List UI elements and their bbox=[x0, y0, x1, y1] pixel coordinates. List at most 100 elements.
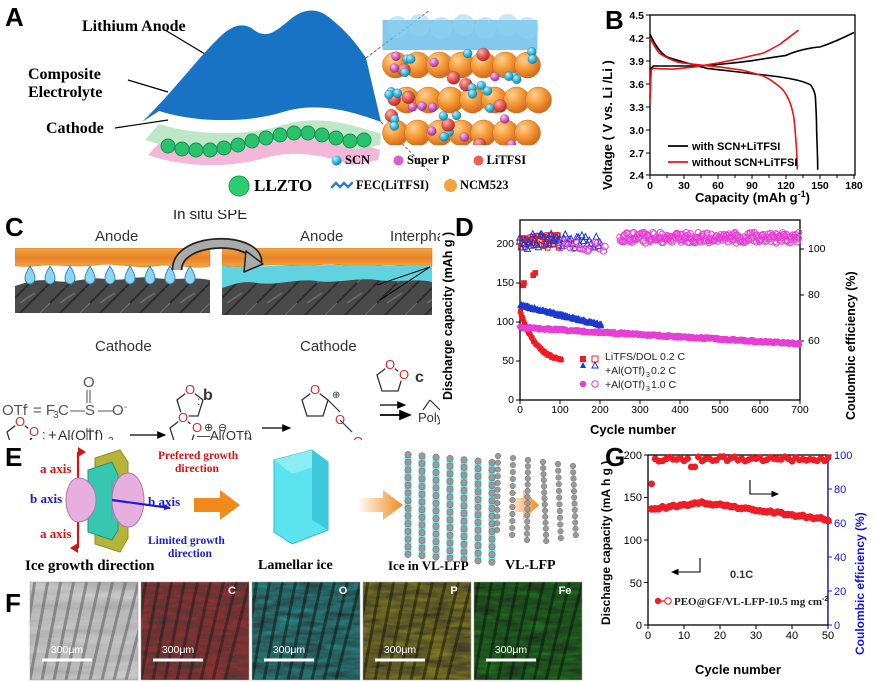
svg-text:S: S bbox=[85, 402, 95, 419]
svg-text:50: 50 bbox=[630, 578, 642, 590]
svg-text:without SCN+LiTFSI: without SCN+LiTFSI bbox=[691, 157, 797, 169]
svg-text:Voltage ( V vs. Li /Li ): Voltage ( V vs. Li /Li ) bbox=[600, 60, 615, 190]
svg-text:O: O bbox=[83, 374, 95, 391]
svg-text:80: 80 bbox=[808, 289, 820, 301]
svg-text:200: 200 bbox=[496, 238, 514, 250]
svg-text:60: 60 bbox=[834, 518, 846, 530]
svg-text:150: 150 bbox=[811, 180, 829, 192]
svg-text::: : bbox=[42, 427, 46, 440]
svg-text:Coulombic efficiency (%): Coulombic efficiency (%) bbox=[853, 512, 867, 655]
svg-text:+Al(OTf): +Al(OTf) bbox=[605, 365, 645, 377]
svg-text:3: 3 bbox=[646, 372, 650, 379]
svg-text:60: 60 bbox=[808, 335, 820, 347]
svg-text:100: 100 bbox=[834, 450, 852, 462]
svg-text:30: 30 bbox=[678, 180, 690, 192]
svg-text:b axis: b axis bbox=[148, 494, 180, 509]
svg-text:—Al(OTf): —Al(OTf) bbox=[197, 428, 252, 440]
svg-text:400: 400 bbox=[671, 404, 689, 416]
svg-text:c: c bbox=[415, 369, 424, 386]
svg-text:direction: direction bbox=[175, 463, 219, 475]
svg-text:20: 20 bbox=[714, 630, 726, 642]
svg-text:3.9: 3.9 bbox=[629, 56, 644, 68]
svg-text:0: 0 bbox=[834, 620, 840, 632]
svg-text:100: 100 bbox=[808, 243, 826, 255]
svg-text:O: O bbox=[385, 360, 395, 372]
svg-text:O: O bbox=[178, 410, 188, 425]
svg-text:Al(OTf): Al(OTf) bbox=[58, 427, 103, 440]
svg-text::: : bbox=[197, 394, 200, 408]
svg-text:50: 50 bbox=[822, 630, 834, 642]
svg-text:Prefered growth: Prefered growth bbox=[158, 450, 239, 462]
svg-text:-2: -2 bbox=[822, 596, 828, 603]
svg-text:150: 150 bbox=[496, 277, 514, 289]
svg-text:500: 500 bbox=[711, 404, 729, 416]
svg-text:40: 40 bbox=[786, 630, 798, 642]
svg-text:b: b bbox=[203, 387, 213, 404]
svg-text:4.5: 4.5 bbox=[629, 10, 644, 22]
svg-text:C: C bbox=[228, 585, 236, 597]
svg-text:a axis: a axis bbox=[40, 526, 71, 541]
svg-text:O: O bbox=[339, 585, 348, 597]
svg-text:300μm: 300μm bbox=[384, 644, 417, 656]
svg-text:—: — bbox=[98, 402, 113, 419]
svg-text:20: 20 bbox=[834, 586, 846, 598]
svg-text:100: 100 bbox=[551, 404, 569, 416]
svg-text:2.4: 2.4 bbox=[629, 170, 644, 182]
svg-text:O: O bbox=[112, 402, 124, 419]
svg-text:300μm: 300μm bbox=[495, 644, 528, 656]
svg-text:4.2: 4.2 bbox=[629, 33, 644, 45]
svg-text:200: 200 bbox=[624, 450, 642, 462]
svg-text:+: + bbox=[48, 427, 57, 440]
svg-text:30: 30 bbox=[750, 630, 762, 642]
svg-text:⊕: ⊕ bbox=[332, 390, 340, 401]
svg-text:LiTFS/DOL 0.2 C: LiTFS/DOL 0.2 C bbox=[605, 351, 686, 363]
svg-text:300μm: 300μm bbox=[162, 644, 195, 656]
svg-text:O: O bbox=[310, 382, 320, 397]
svg-text:3.0: 3.0 bbox=[629, 125, 644, 137]
svg-text:1.0 C: 1.0 C bbox=[651, 379, 677, 391]
svg-text:3: 3 bbox=[646, 386, 650, 393]
svg-text:700: 700 bbox=[791, 404, 809, 416]
svg-text:P: P bbox=[450, 585, 457, 597]
svg-text:3.6: 3.6 bbox=[629, 79, 644, 91]
svg-text:Coulombic efficiency (%): Coulombic efficiency (%) bbox=[844, 271, 858, 420]
svg-text:Discharge capacity (mA h g ): Discharge capacity (mA h g ) bbox=[600, 461, 613, 625]
svg-text:O: O bbox=[335, 412, 345, 427]
svg-text:PEO@GF/VL-LFP-10.5 mg cm: PEO@GF/VL-LFP-10.5 mg cm bbox=[674, 596, 822, 608]
svg-text:150: 150 bbox=[624, 492, 642, 504]
svg-text:Limited growth: Limited growth bbox=[148, 535, 225, 547]
svg-text:O: O bbox=[185, 382, 195, 397]
svg-text:100: 100 bbox=[624, 535, 642, 547]
svg-text:300μm: 300μm bbox=[273, 644, 306, 656]
svg-text:2.7: 2.7 bbox=[629, 148, 644, 160]
svg-text:0.1C: 0.1C bbox=[730, 569, 753, 581]
svg-text:= F: = F bbox=[33, 402, 55, 419]
svg-text:-: - bbox=[25, 402, 28, 413]
svg-text:0: 0 bbox=[647, 180, 653, 192]
svg-text:O: O bbox=[15, 414, 25, 429]
svg-text:0: 0 bbox=[636, 620, 642, 632]
svg-text:O: O bbox=[399, 367, 409, 382]
svg-text:50: 50 bbox=[502, 355, 514, 367]
svg-text:0.2 C: 0.2 C bbox=[651, 365, 677, 377]
svg-text:direction: direction bbox=[168, 548, 212, 560]
svg-text:40: 40 bbox=[834, 552, 846, 564]
svg-text:600: 600 bbox=[751, 404, 769, 416]
svg-text:80: 80 bbox=[834, 484, 846, 496]
svg-text:200: 200 bbox=[591, 404, 609, 416]
svg-text:Fe: Fe bbox=[559, 585, 572, 597]
svg-text:Discharge capacity (mAh g ): Discharge capacity (mAh g ) bbox=[441, 232, 455, 400]
svg-text:b axis: b axis bbox=[30, 491, 62, 506]
svg-text:O: O bbox=[29, 424, 39, 439]
svg-text:0: 0 bbox=[517, 404, 523, 416]
svg-text:-: - bbox=[124, 402, 127, 413]
svg-text:a axis: a axis bbox=[40, 461, 71, 476]
svg-text:with SCN+LiTFSI: with SCN+LiTFSI bbox=[691, 141, 780, 153]
svg-text:0: 0 bbox=[508, 394, 514, 406]
svg-text:C: C bbox=[58, 402, 69, 419]
svg-text:0: 0 bbox=[645, 630, 651, 642]
svg-text:10: 10 bbox=[678, 630, 690, 642]
svg-text:180: 180 bbox=[845, 180, 863, 192]
svg-text:—: — bbox=[70, 402, 85, 419]
svg-text:+Al(OTf): +Al(OTf) bbox=[605, 379, 645, 391]
